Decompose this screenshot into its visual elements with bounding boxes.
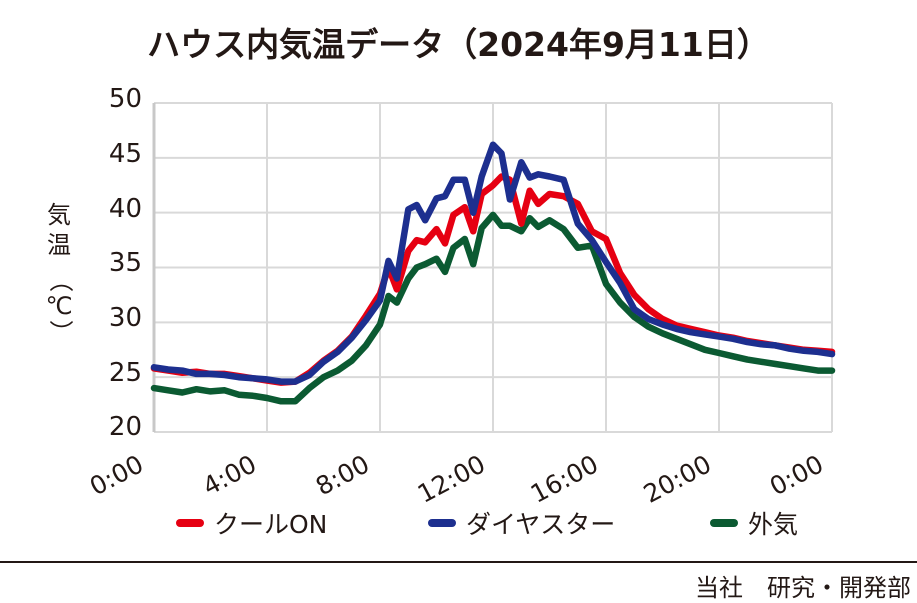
series-line [150, 141, 836, 385]
series-line [150, 211, 836, 405]
legend-item-cool-on: クールON [176, 505, 327, 541]
legend-swatch-red [176, 519, 204, 527]
legend-item-outdoor: 外気 [710, 505, 798, 541]
y-tick-20: 20 [108, 412, 142, 442]
legend-label: クールON [214, 510, 328, 539]
source-credit: 当社 研究・開発部 [695, 574, 911, 602]
y-tick-35: 35 [108, 248, 142, 278]
y-tick-50: 50 [108, 84, 142, 114]
legend-label: 外気 [748, 510, 799, 539]
y-tick-45: 45 [108, 139, 142, 169]
grid-lines [152, 102, 833, 433]
y-tick-40: 40 [108, 194, 142, 224]
footer-divider [0, 561, 917, 563]
y-tick-25: 25 [108, 358, 142, 388]
y-axis-label: 気 温 （℃） [44, 200, 74, 344]
y-tick-30: 30 [108, 303, 142, 333]
y-axis-label-char-2: 温 [47, 231, 71, 259]
data-series [150, 141, 836, 405]
chart-title: ハウス内気温データ（2024年9月11日） [147, 25, 770, 64]
legend-item-diastar: ダイヤスター [428, 505, 615, 541]
legend-swatch-green [710, 519, 738, 527]
legend-label: ダイヤスター [466, 510, 616, 539]
y-axis-label-char-1: 気 [47, 201, 71, 229]
y-axis-label-unit: （℃） [45, 268, 73, 344]
legend-swatch-blue [428, 519, 456, 527]
